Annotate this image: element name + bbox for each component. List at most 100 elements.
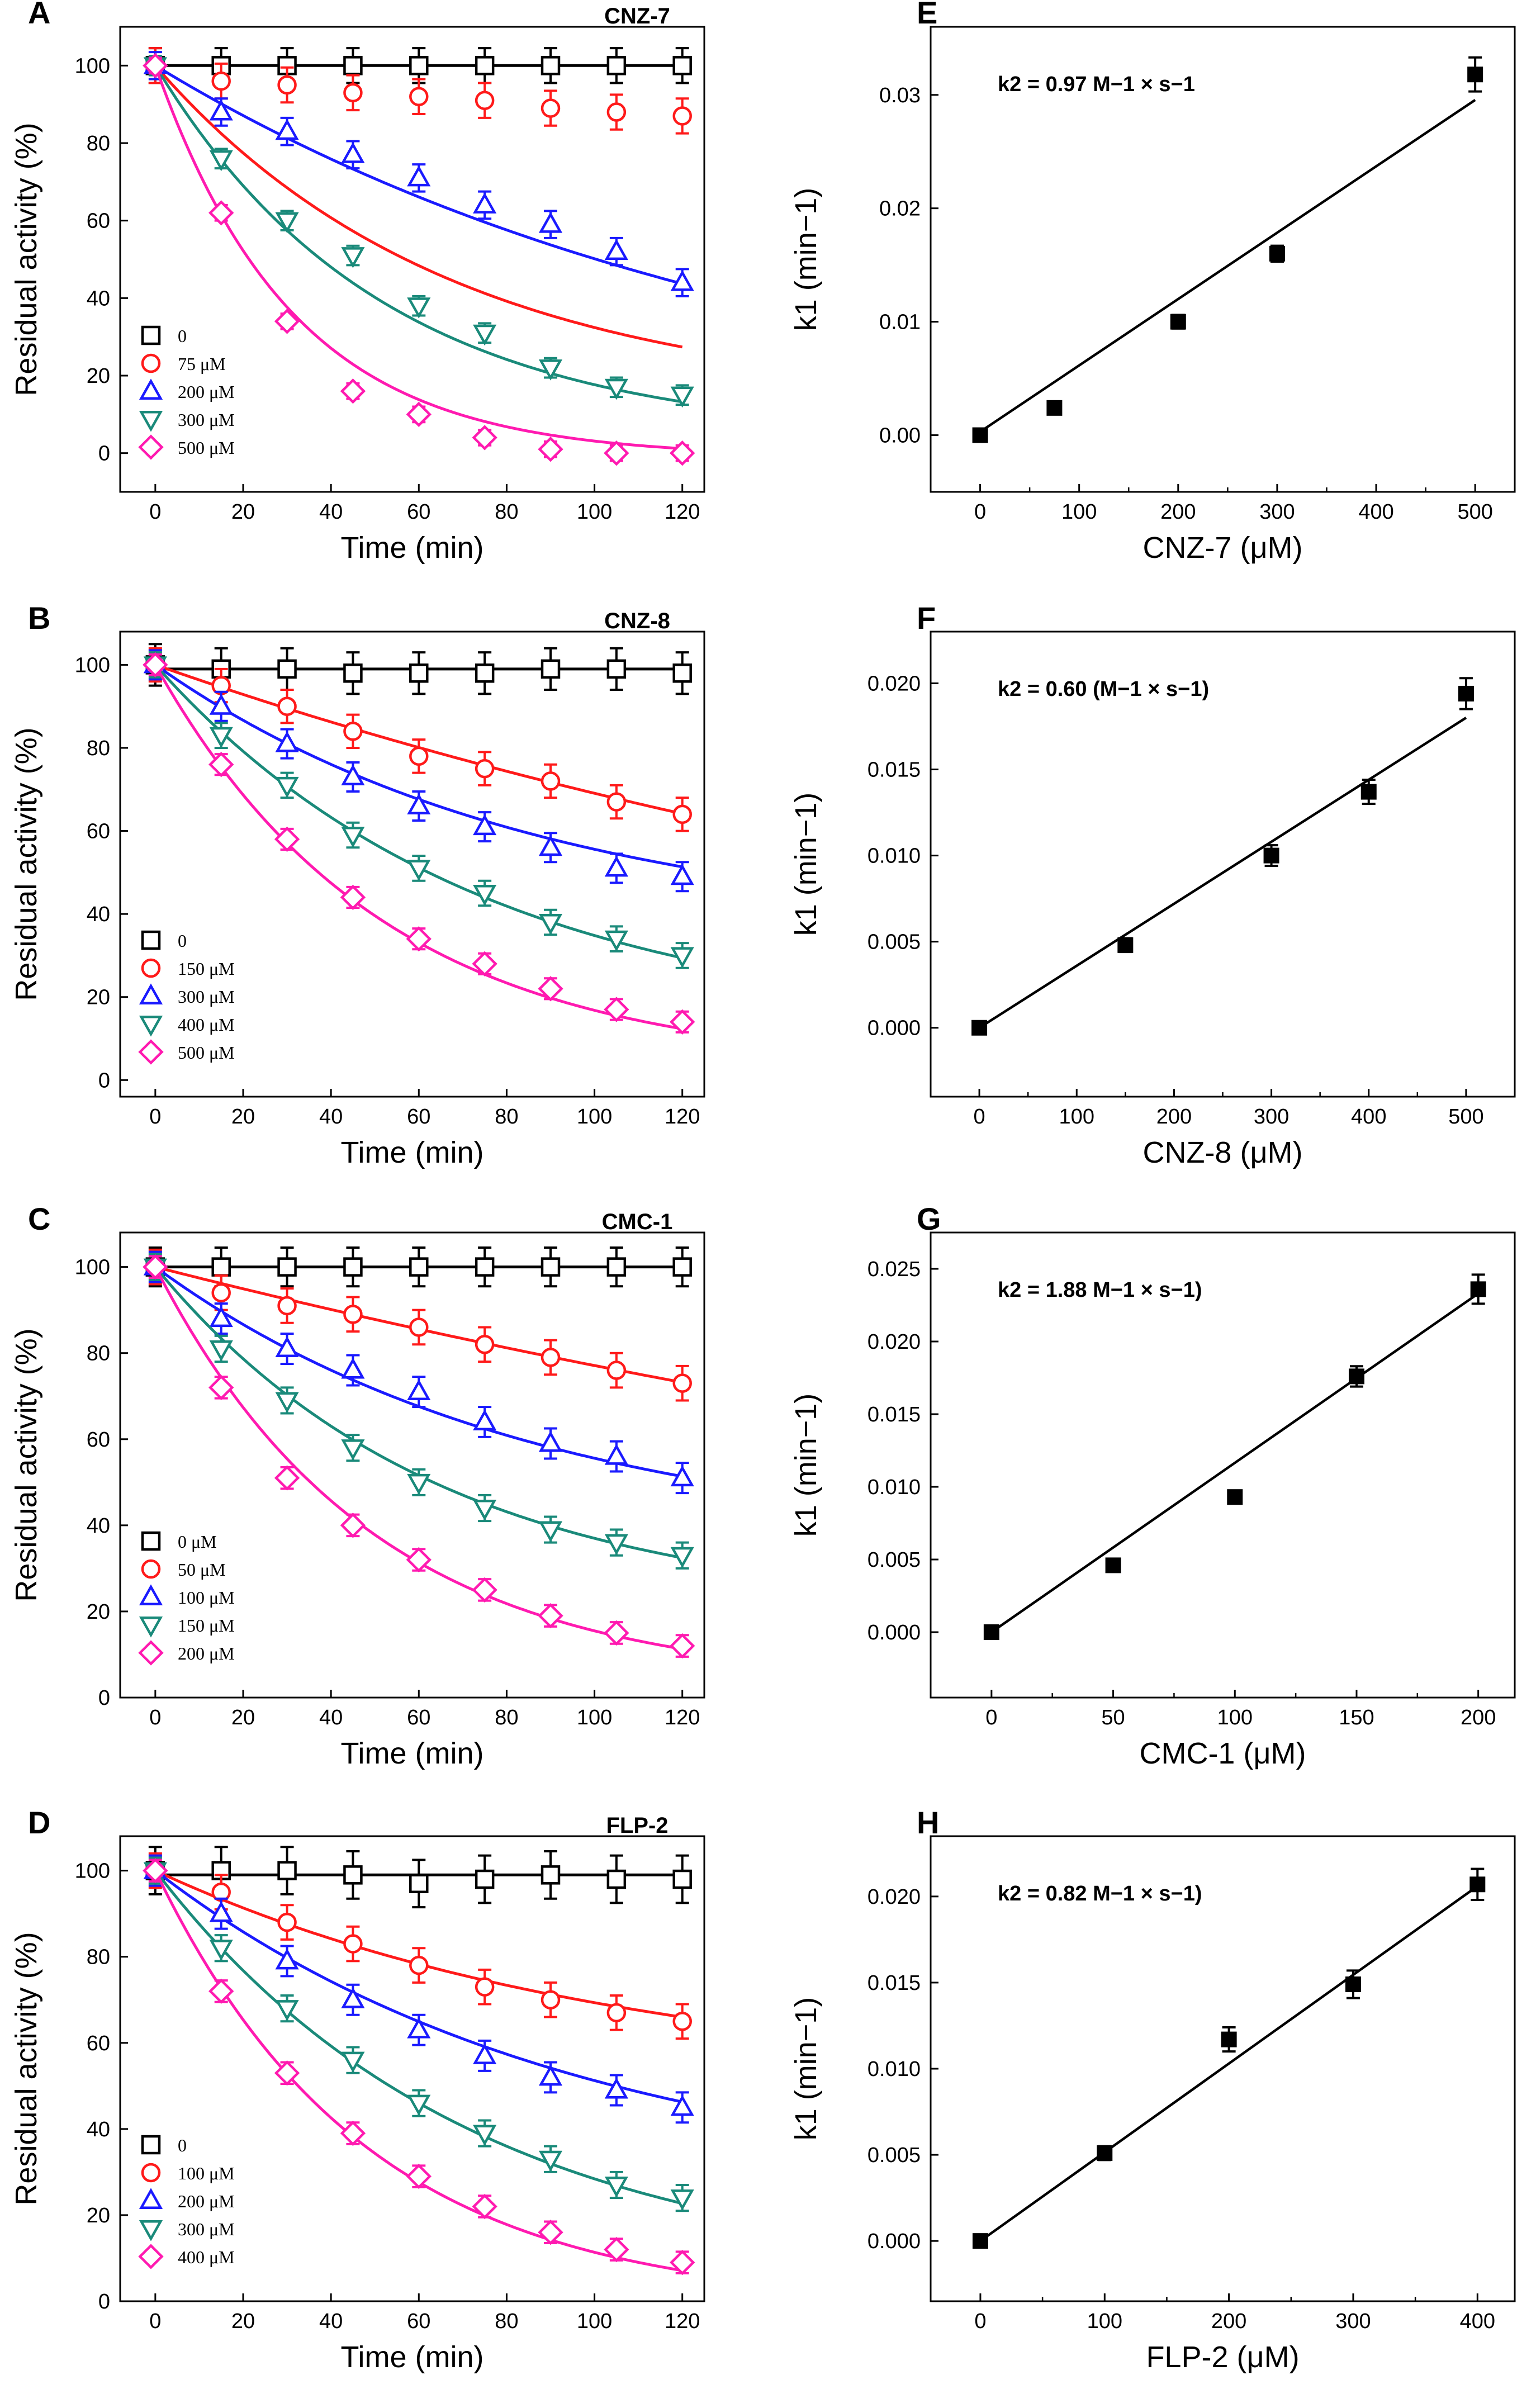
panel-letter: B [28,600,50,636]
y-axis-title: Residual activity (%) [10,1932,43,2205]
data-point [541,1348,561,1367]
x-tick-label: 0 [149,500,161,524]
legend-label: 150 μM [178,959,235,979]
data-point [983,1624,999,1640]
data-point [406,401,432,428]
data-point [343,1934,363,1954]
x-tick-label: 120 [665,1706,700,1729]
data-point [1046,400,1063,416]
panel-letter: F [917,600,936,636]
legend-marker [139,1584,163,1605]
data-point [604,440,629,466]
data-point [538,2220,563,2245]
data-point [341,827,365,848]
data-point [1360,784,1377,800]
data-point [407,165,431,187]
x-tick-label: 400 [1460,2310,1495,2333]
data-point [473,324,497,346]
data-point [672,804,692,824]
y-tick-label: 40 [87,287,110,310]
data-point [407,297,431,319]
data-point [407,793,431,814]
series-4 [143,652,695,1035]
data-point [275,1948,299,1970]
x-tick-label: 40 [319,1706,343,1729]
data-point [670,2094,694,2116]
data-point [409,746,429,766]
data-point [343,1865,363,1885]
legend-marker [138,1039,164,1065]
x-tick-label: 100 [1061,500,1097,524]
data-point [541,1257,561,1277]
data-point [409,663,429,683]
y-tick-label: 60 [87,1428,110,1452]
data-point [1117,937,1134,953]
y-tick-label: 80 [87,1946,110,1969]
data-point [541,56,561,75]
data-point [606,1257,627,1277]
data-point [670,1633,695,1659]
plot-frame [119,26,705,493]
data-point [604,2177,628,2198]
x-axis-title: FLP-2 (μM) [1146,2340,1299,2374]
x-tick-label: 80 [495,1105,518,1129]
series-4 [143,1254,695,1659]
data-point [541,1865,561,1885]
k2-annotation: k2 = 0.82 M−1 × s−1) [998,1882,1202,1905]
series-2 [143,1854,694,2124]
data-point [340,1513,366,1538]
y-tick-label: 20 [87,1600,110,1624]
x-tick-label: 60 [407,1105,430,1129]
data-point [606,56,627,75]
data-point [209,150,233,172]
data-point [1345,1976,1361,1993]
data-point [538,359,563,381]
data-point [209,694,233,715]
y-tick-label: 0.005 [867,2144,921,2167]
data-point [538,976,563,1002]
data-point [670,440,695,466]
data-point [341,764,365,785]
fit-line [990,1292,1479,1633]
data-point [538,437,563,462]
panel-b: B CNZ-8 0 20 40 60 80 100 120 0 20 40 60 80 100 Time (m… [10,600,705,1169]
data-point [604,239,628,260]
data-point [277,659,297,679]
x-axis-title: Time (min) [341,1136,484,1169]
data-point [1269,245,1285,262]
data-point [473,814,497,836]
data-point [672,2012,692,2031]
data-point [475,1869,495,1889]
data-point [672,56,692,75]
data-point [670,2249,695,2276]
x-tick-label: 100 [577,1105,612,1129]
data-point [606,102,627,122]
x-tick-label: 200 [1160,500,1196,524]
data-point [1105,1557,1121,1573]
y-tick-label: 80 [87,1342,110,1366]
data-point [1458,685,1474,701]
panel-letter: G [917,1201,941,1236]
data-point [343,83,363,103]
data-point [670,386,694,408]
data-point [275,731,299,752]
data-point [473,192,497,214]
legend-label: 300 μM [178,2219,235,2239]
legend-marker [139,1016,163,1037]
y-tick-label: 0.015 [867,759,921,782]
data-point [672,663,692,683]
series-0 [145,643,692,695]
data-point [538,914,563,935]
panel-letter: A [28,0,50,30]
fit-curve [154,64,683,286]
data-point [340,2120,366,2146]
x-tick-label: 100 [577,500,612,524]
data-point [277,1296,297,1316]
y-tick-label: 0 [98,2290,110,2314]
legend-label: 400 μM [178,2247,235,2267]
series-1 [145,647,692,832]
data-point [475,56,495,75]
y-tick-label: 60 [87,2032,110,2055]
legend-label: 300 μM [178,987,235,1007]
data-point [1097,2145,1113,2161]
